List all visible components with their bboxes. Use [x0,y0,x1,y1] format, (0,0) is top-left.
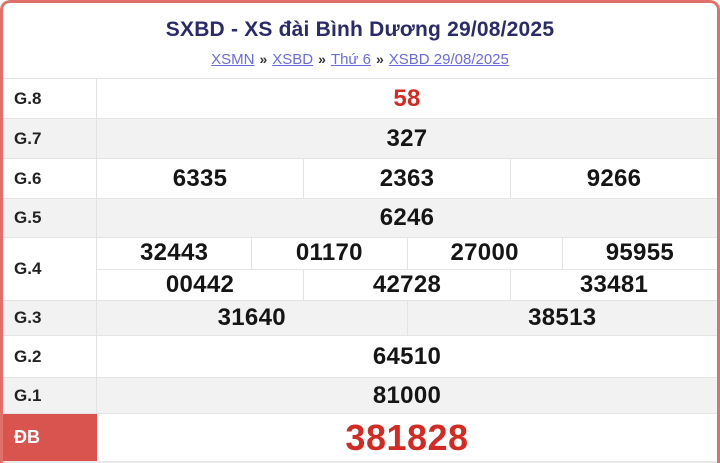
prize-row-g8: G.8 58 [3,78,717,118]
prize-number: 01170 [251,238,406,269]
prize-number: 58 [393,84,421,112]
prize-number: 38513 [406,301,718,335]
prize-row-g1: G.1 81000 [3,377,717,413]
breadcrumb-separator: » [375,51,384,67]
prize-label-g1: G.1 [3,378,97,413]
prize-number: 6335 [172,164,228,192]
special-prize-number: 381828 [345,416,469,458]
prize-number: 81000 [372,381,442,409]
prize-label-g5: G.5 [3,199,97,237]
breadcrumb: XSMN» XSBD» Thứ 6» XSBD 29/08/2025 [3,51,717,68]
breadcrumb-link-xsbd[interactable]: XSBD [272,51,314,68]
prize-number: 95955 [561,238,717,269]
prize-label-g6: G.6 [3,159,97,198]
prize-label-db: ĐB [3,414,97,461]
prize-number: 42728 [303,269,510,300]
prize-number: 32443 [140,239,209,267]
prize-label-g7: G.7 [3,119,97,158]
breadcrumb-separator: » [318,51,326,67]
prize-number: 33481 [510,269,717,300]
prize-label-g2: G.2 [3,336,97,377]
breadcrumb-link-weekday[interactable]: Thứ 6 [330,51,371,68]
prize-label-g8: G.8 [3,79,97,118]
breadcrumb-link-xsmn[interactable]: XSMN [211,51,255,68]
prize-label-g3: G.3 [3,301,97,335]
results-header: SXBD - XS đài Bình Dương 29/08/2025 XSMN… [3,3,717,78]
prize-number: 31640 [217,304,286,331]
prize-number: 327 [386,124,428,152]
breadcrumb-separator: » [259,51,268,67]
prize-row-g7: G.7 327 [3,118,717,158]
prize-number: 6246 [379,204,435,231]
prize-row-db-special: ĐB 381828 [3,413,717,463]
prize-number: 9266 [510,159,717,198]
prize-number: 00442 [165,270,235,298]
prize-number: 27000 [406,238,562,269]
breadcrumb-link-draw-date[interactable]: XSBD 29/08/2025 [388,51,509,68]
prize-row-g3: G.3 31640 38513 [3,300,717,335]
prize-row-g6: G.6 6335 2363 9266 [3,158,717,198]
prize-label-g4: G.4 [3,238,97,300]
prize-row-g2: G.2 64510 [3,335,717,377]
prize-row-g5: G.5 6246 [3,198,717,237]
page-title: SXBD - XS đài Bình Dương 29/08/2025 [165,18,555,41]
prize-number: 64510 [372,342,442,370]
prize-row-g4: G.4 32443 01170 27000 95955 00442 42728 … [3,237,717,300]
prize-number: 2363 [303,159,510,198]
